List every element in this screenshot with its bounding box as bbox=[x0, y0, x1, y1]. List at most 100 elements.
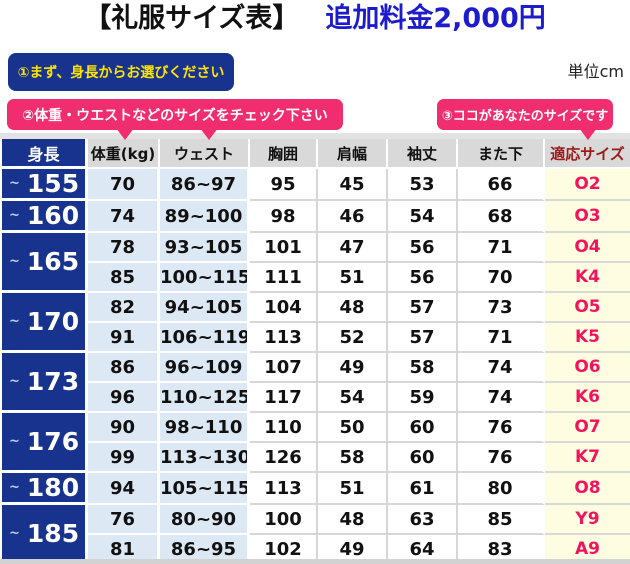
inseam-cell: 70 bbox=[458, 263, 545, 293]
waist-cell: 113~130 bbox=[160, 443, 250, 473]
height-cell: ~170~ bbox=[0, 293, 88, 353]
shoulder-cell: 51 bbox=[318, 263, 388, 293]
down-arrow-weight-column-icon bbox=[116, 128, 134, 140]
sleeve-cell: 56 bbox=[388, 263, 458, 293]
chest-cell: 113 bbox=[250, 473, 318, 505]
size-cell: Y9 bbox=[545, 505, 630, 535]
chest-cell: 98 bbox=[250, 201, 318, 233]
size-cell: K7 bbox=[545, 443, 630, 473]
sleeve-cell: 61 bbox=[388, 473, 458, 505]
shoulder-cell: 46 bbox=[318, 201, 388, 233]
inseam-cell: 74 bbox=[458, 353, 545, 383]
height-cell: ~160~ bbox=[0, 201, 88, 233]
inseam-cell: 85 bbox=[458, 505, 545, 535]
waist-cell: 98~110 bbox=[160, 413, 250, 443]
inseam-cell: 66 bbox=[458, 169, 545, 201]
height-cell: ~173~ bbox=[0, 353, 88, 413]
height-value: 155 bbox=[26, 169, 80, 198]
shoulder-cell: 49 bbox=[318, 353, 388, 383]
waist-cell: 80~90 bbox=[160, 505, 250, 535]
chest-cell: 100 bbox=[250, 505, 318, 535]
shoulder-cell: 47 bbox=[318, 233, 388, 263]
sleeve-cell: 54 bbox=[388, 201, 458, 233]
page-title: 【礼服サイズ表】 追加料金2,000円 bbox=[0, 2, 630, 36]
inseam-cell: 74 bbox=[458, 383, 545, 413]
sleeve-cell: 57 bbox=[388, 293, 458, 323]
height-cell: ~180~ bbox=[0, 473, 88, 505]
size-cell: O4 bbox=[545, 233, 630, 263]
size-cell: K6 bbox=[545, 383, 630, 413]
height-value: 173 bbox=[26, 367, 80, 396]
weight-cell: 99 bbox=[88, 443, 160, 473]
height-value: 160 bbox=[26, 201, 80, 230]
callout-step2-weight-waist: ②体重・ウエストなどのサイズをチェック下さい bbox=[7, 99, 343, 130]
weight-cell: 90 bbox=[88, 413, 160, 443]
tilde-mark: ~ bbox=[9, 480, 20, 495]
tilde-mark: ~ bbox=[9, 434, 20, 449]
col-header-chest: 胸囲 bbox=[250, 139, 318, 169]
waist-cell: 96~109 bbox=[160, 353, 250, 383]
chest-cell: 107 bbox=[250, 353, 318, 383]
col-header-shoulder: 肩幅 bbox=[318, 139, 388, 169]
waist-cell: 86~97 bbox=[160, 169, 250, 201]
extra-fee-text: 追加料金2,000円 bbox=[325, 3, 546, 34]
height-value: 176 bbox=[26, 427, 80, 456]
chest-cell: 101 bbox=[250, 233, 318, 263]
table-row: 99 113~130 126 58 60 76 K7 bbox=[0, 443, 630, 473]
size-cell: K5 bbox=[545, 323, 630, 353]
inseam-cell: 76 bbox=[458, 443, 545, 473]
col-header-inseam: また下 bbox=[458, 139, 545, 169]
weight-cell: 76 bbox=[88, 505, 160, 535]
size-cell: O5 bbox=[545, 293, 630, 323]
weight-cell: 74 bbox=[88, 201, 160, 233]
title-main-text: 【礼服サイズ表】 bbox=[84, 3, 300, 34]
shoulder-cell: 48 bbox=[318, 505, 388, 535]
waist-cell: 100~115 bbox=[160, 263, 250, 293]
tilde-mark: ~ bbox=[9, 176, 20, 191]
down-arrow-size-column-icon bbox=[579, 128, 597, 140]
table-top-border bbox=[0, 133, 630, 139]
height-cell: ~155~ bbox=[0, 169, 88, 201]
chest-cell: 113 bbox=[250, 323, 318, 353]
sleeve-cell: 63 bbox=[388, 505, 458, 535]
header-row: 身長 体重(kg) ウェスト 胸囲 肩幅 袖丈 また下 適応サイズ bbox=[0, 139, 630, 169]
tilde-mark: ~ bbox=[9, 254, 20, 269]
tilde-mark: ~ bbox=[9, 314, 20, 329]
size-cell: O6 bbox=[545, 353, 630, 383]
shoulder-cell: 45 bbox=[318, 169, 388, 201]
size-cell: O7 bbox=[545, 413, 630, 443]
table-row: 85 100~115 111 51 56 70 K4 bbox=[0, 263, 630, 293]
tilde-mark: ~ bbox=[9, 208, 20, 223]
weight-cell: 94 bbox=[88, 473, 160, 505]
callout-step1-height: ①まず、身長からお選びください bbox=[8, 53, 234, 91]
height-cell: ~185~ bbox=[0, 505, 88, 564]
weight-cell: 85 bbox=[88, 263, 160, 293]
inseam-cell: 76 bbox=[458, 413, 545, 443]
chest-cell: 95 bbox=[250, 169, 318, 201]
sleeve-cell: 57 bbox=[388, 323, 458, 353]
size-cell: O8 bbox=[545, 473, 630, 505]
inseam-cell: 73 bbox=[458, 293, 545, 323]
unit-label: 単位cm bbox=[567, 62, 624, 81]
waist-cell: 94~105 bbox=[160, 293, 250, 323]
weight-cell: 78 bbox=[88, 233, 160, 263]
callout-step3-your-size: ③ココがあなたのサイズです bbox=[437, 99, 613, 130]
height-cell: ~176~ bbox=[0, 413, 88, 473]
weight-cell: 70 bbox=[88, 169, 160, 201]
sleeve-cell: 60 bbox=[388, 413, 458, 443]
inseam-cell: 80 bbox=[458, 473, 545, 505]
inseam-cell: 71 bbox=[458, 323, 545, 353]
sleeve-cell: 60 bbox=[388, 443, 458, 473]
waist-cell: 93~105 bbox=[160, 233, 250, 263]
inseam-cell: 71 bbox=[458, 233, 545, 263]
down-arrow-waist-column-icon bbox=[200, 128, 218, 140]
size-cell: O3 bbox=[545, 201, 630, 233]
chest-cell: 104 bbox=[250, 293, 318, 323]
